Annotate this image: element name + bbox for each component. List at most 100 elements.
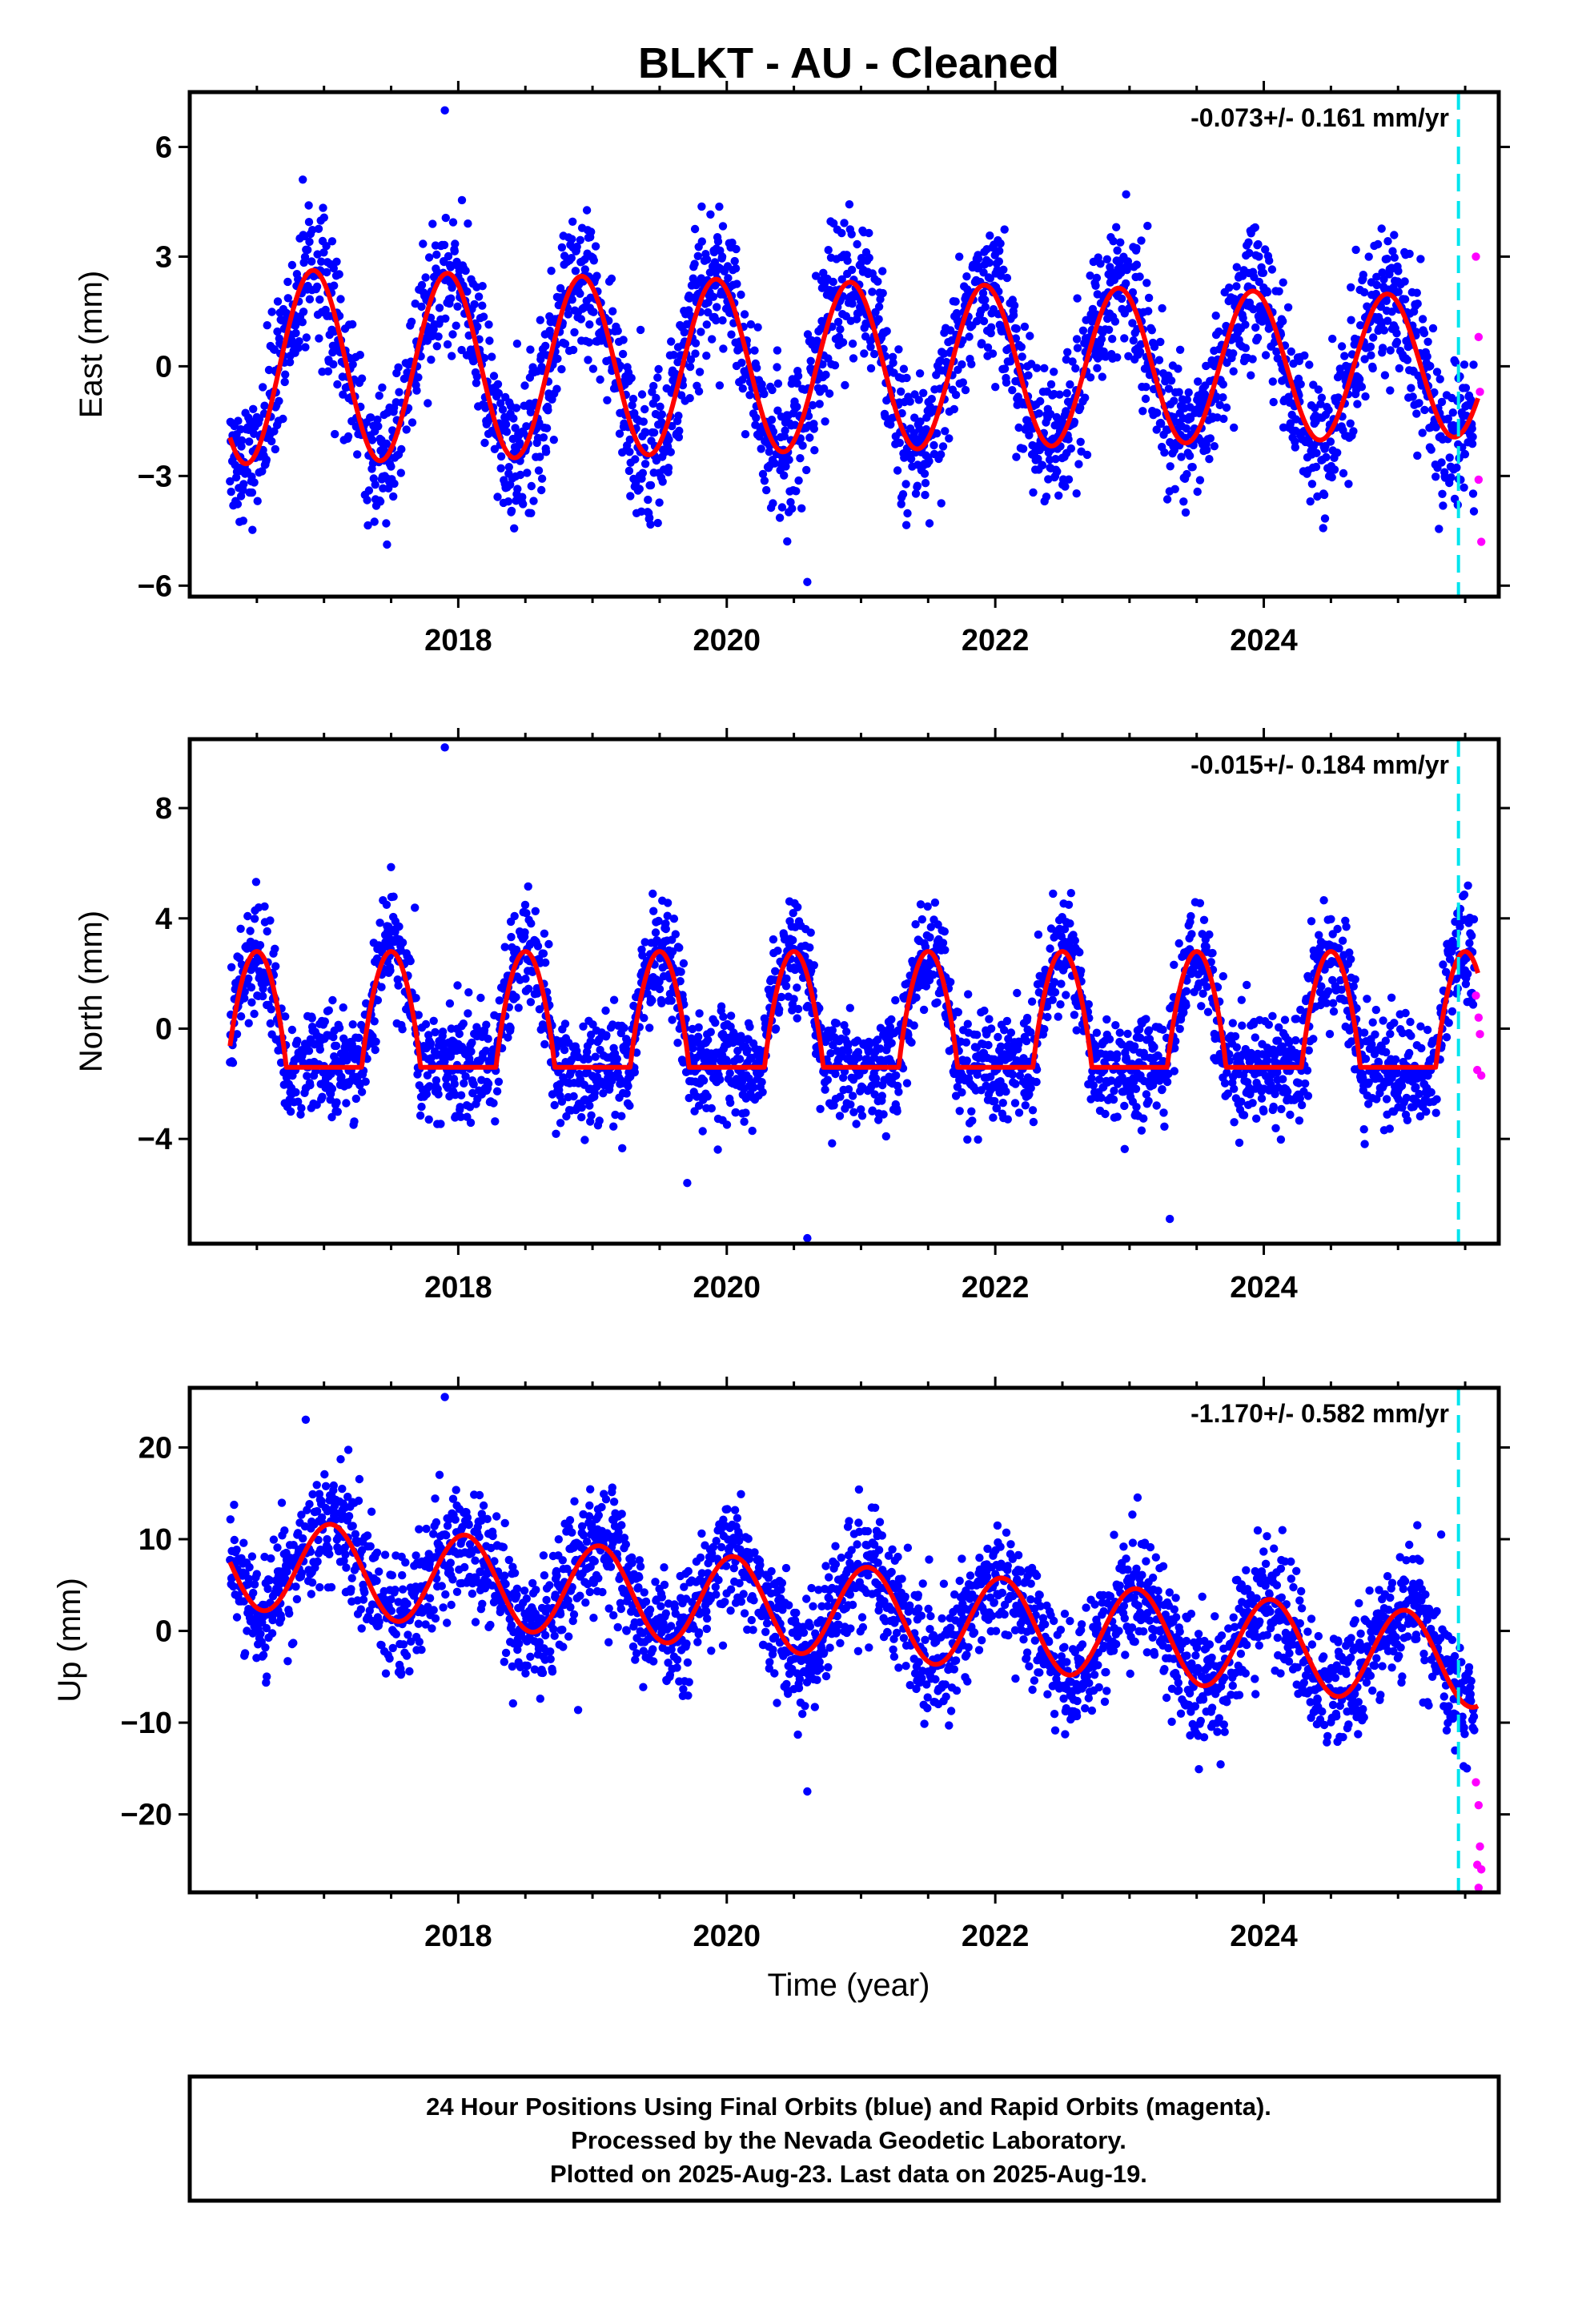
north-final-point	[1092, 1028, 1102, 1037]
north-final-point	[1029, 1117, 1038, 1127]
north-final-point	[361, 1077, 370, 1086]
east-final-point	[1418, 428, 1427, 437]
east-final-point	[933, 429, 942, 438]
east-final-point	[1051, 455, 1060, 464]
east-final-point	[557, 364, 566, 374]
north-final-point	[793, 1014, 801, 1023]
east-final-point	[901, 521, 911, 529]
east-final-point	[1160, 448, 1169, 457]
north-panel: North (mm) -0.015+/- 0.184 mm/yr 2018 202…	[74, 728, 1510, 1305]
east-final-point	[414, 373, 423, 382]
east-final-point	[1435, 375, 1444, 384]
north-final-point	[227, 963, 236, 972]
north-final-point	[540, 1039, 549, 1049]
east-final-point	[1400, 277, 1409, 286]
north-final-point	[1132, 1103, 1141, 1112]
east-final-point	[1055, 390, 1064, 399]
north-final-point	[963, 1019, 973, 1028]
east-final-point	[732, 244, 741, 254]
east-final-point	[1437, 397, 1447, 407]
north-final-point	[255, 941, 265, 950]
east-final-point	[985, 258, 994, 267]
east-final-point	[441, 213, 450, 223]
north-data-marks	[226, 739, 1486, 1244]
north-final-point	[663, 899, 673, 907]
east-final-point	[1319, 524, 1327, 533]
north-final-point	[648, 996, 656, 1005]
east-final-point	[447, 294, 456, 303]
east-final-point	[999, 265, 1008, 274]
north-final-point	[892, 1071, 901, 1080]
east-final-point	[1373, 239, 1383, 249]
east-final-point	[1091, 281, 1100, 290]
east-final-point	[624, 466, 634, 476]
east-final-point	[628, 400, 636, 410]
north-final-point	[601, 1006, 610, 1015]
east-final-point	[556, 283, 565, 293]
east-final-point	[958, 360, 966, 369]
east-final-point	[950, 404, 959, 414]
east-final-point	[866, 343, 875, 352]
east-final-point	[364, 486, 374, 495]
east-final-point	[1162, 495, 1172, 504]
east-final-point	[927, 395, 937, 404]
east-final-point	[234, 416, 243, 425]
east-final-point	[1113, 353, 1122, 362]
north-final-point	[324, 1006, 333, 1015]
east-final-point	[523, 468, 532, 477]
east-final-point	[568, 345, 578, 355]
east-final-point	[375, 391, 383, 400]
north-final-point	[694, 1023, 703, 1032]
north-final-point	[1102, 1015, 1111, 1024]
north-final-point	[412, 994, 420, 1003]
east-final-point	[307, 226, 317, 235]
east-final-point	[1062, 355, 1071, 364]
east-final-point	[1241, 320, 1250, 329]
east-final-point	[760, 389, 769, 399]
east-final-point	[1082, 450, 1092, 460]
east-final-point	[619, 336, 628, 344]
east-final-point	[1426, 361, 1435, 371]
north-final-point	[940, 927, 950, 936]
east-final-point	[317, 257, 326, 266]
north-final-point	[1162, 1077, 1172, 1087]
east-final-point	[1050, 368, 1058, 376]
north-final-point	[1113, 1112, 1122, 1121]
north-final-point	[973, 1031, 982, 1039]
north-final-point	[431, 1027, 440, 1037]
east-final-point	[432, 250, 441, 259]
east-final-point	[1104, 325, 1114, 334]
east-final-point	[1364, 252, 1373, 261]
east-final-point	[382, 519, 391, 528]
east-final-point	[810, 446, 819, 455]
east-final-point	[1215, 327, 1223, 336]
east-final-point	[479, 312, 488, 321]
north-final-point	[857, 1112, 867, 1120]
east-final-point	[1170, 485, 1179, 493]
north-final-point	[1170, 1067, 1179, 1076]
north-final-point	[1075, 948, 1084, 957]
north-final-point	[259, 991, 267, 1001]
north-final-point	[649, 907, 658, 915]
east-final-point	[453, 302, 462, 311]
north-final-point	[1077, 967, 1086, 975]
east-final-point	[336, 295, 345, 304]
north-final-point	[429, 1016, 438, 1026]
east-final-point	[279, 414, 287, 424]
east-final-point	[516, 470, 525, 480]
east-final-point	[1002, 273, 1012, 283]
east-final-point	[312, 282, 322, 292]
north-final-point	[1064, 900, 1074, 910]
north-final-point	[510, 911, 519, 921]
east-final-point	[226, 476, 235, 486]
east-final-point	[1432, 368, 1442, 376]
east-final-point	[1034, 409, 1044, 418]
east-final-point	[367, 436, 377, 444]
east-final-point	[1076, 404, 1085, 412]
east-final-point	[1267, 265, 1277, 274]
north-final-point	[484, 1035, 492, 1043]
north-final-point	[1032, 1077, 1041, 1087]
east-final-point	[847, 265, 857, 275]
east-final-point	[1181, 508, 1191, 517]
east-final-point	[1053, 467, 1062, 476]
